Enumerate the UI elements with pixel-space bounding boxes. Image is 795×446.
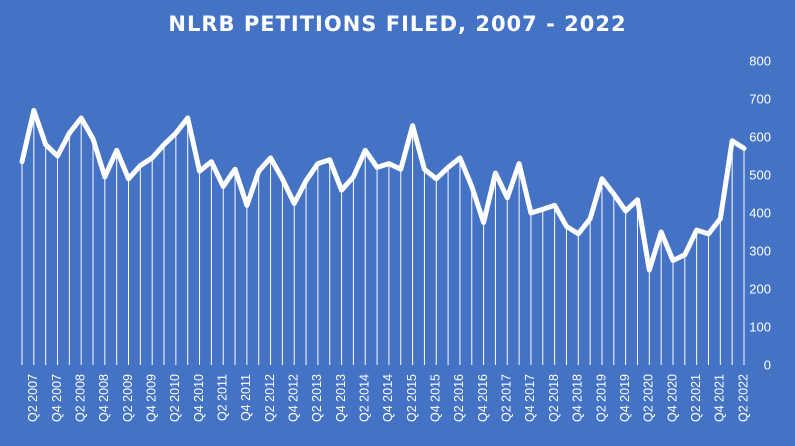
x-tick-label: Q2 2019 [594,374,608,422]
x-tick-label: Q2 2016 [452,374,466,422]
x-tick-label: Q4 2021 [713,374,727,422]
x-tick-label: Q4 2010 [192,374,206,422]
y-tick-label: 700 [749,92,771,107]
x-tick-label: Q4 2016 [476,374,490,422]
x-tick-label: Q4 2007 [50,374,64,422]
y-tick-label: 200 [749,282,771,297]
x-tick-label: Q2 2022 [736,374,750,422]
y-tick-label: 500 [749,168,771,183]
x-tick-label: Q2 2007 [26,374,40,422]
x-tick-label: Q2 2014 [358,374,372,422]
drop-lines [21,110,745,365]
chart-title: NLRB PETITIONS FILED, 2007 - 2022 [168,12,627,36]
x-tick-label: Q2 2011 [216,374,230,421]
x-tick-label: Q2 2021 [689,374,703,422]
y-tick-label: 400 [749,206,771,221]
y-axis-ticks: 0 100 200 300 400 500 600 700 800 [749,54,771,373]
y-tick-label: 100 [749,320,771,335]
y-tick-label: 600 [749,130,771,145]
x-tick-label: Q2 2020 [642,374,656,422]
x-tick-label: Q2 2018 [547,374,561,422]
y-tick-label: 0 [764,358,771,373]
x-tick-label: Q4 2017 [523,374,537,422]
x-tick-label: Q4 2019 [618,374,632,422]
y-tick-label: 800 [749,54,771,69]
x-tick-label: Q2 2015 [405,374,419,422]
x-tick-label: Q2 2013 [310,374,324,422]
x-tick-label: Q2 2008 [73,374,87,422]
x-tick-label: Q4 2015 [429,374,443,422]
x-tick-label: Q2 2017 [500,374,514,422]
x-tick-label: Q4 2014 [381,374,395,422]
x-tick-label: Q2 2012 [263,374,277,422]
series-line [19,107,747,273]
x-tick-label: Q4 2011 [239,374,253,421]
x-tick-label: Q4 2008 [97,374,111,422]
x-tick-label: Q4 2020 [665,374,679,422]
x-tick-label: Q4 2009 [144,374,158,422]
x-tick-label: Q4 2013 [334,374,348,422]
x-tick-label: Q2 2010 [168,374,182,422]
y-tick-label: 300 [749,244,771,259]
x-tick-label: Q2 2009 [121,374,135,422]
x-tick-label: Q4 2012 [287,374,301,422]
x-axis-ticks: Q2 2007 Q4 2007 Q2 2008 Q4 2008 Q2 2009 Q4 20… [26,374,750,422]
x-tick-label: Q4 2018 [571,374,585,422]
